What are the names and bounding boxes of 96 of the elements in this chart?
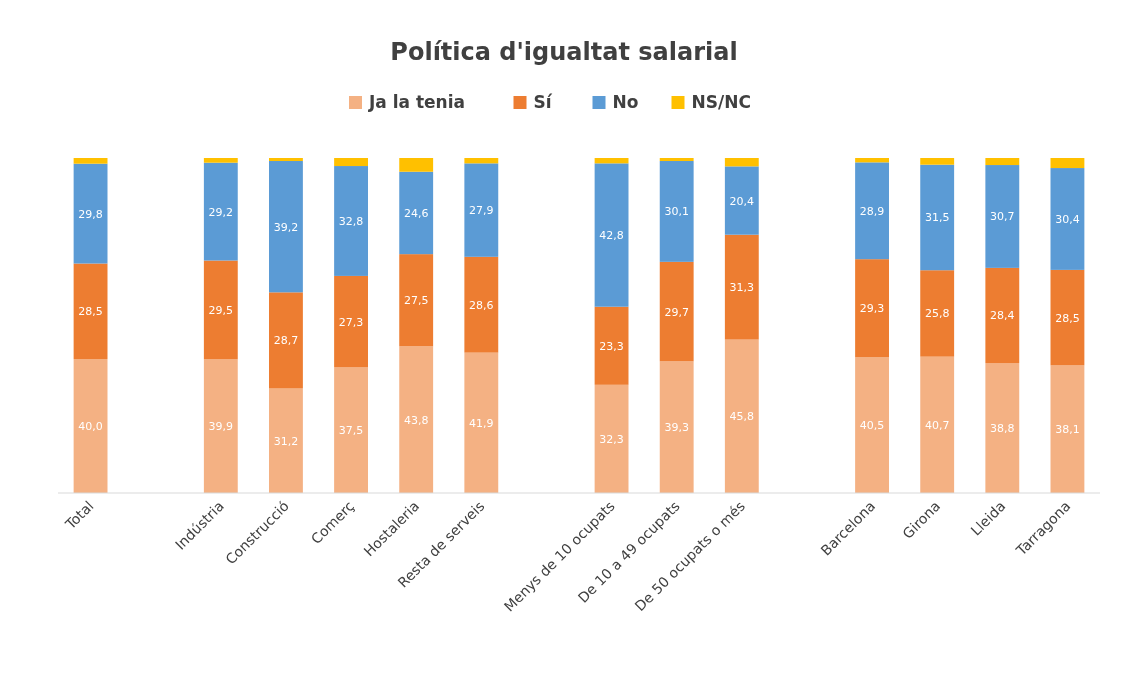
data-label: 29,2 (208, 205, 234, 219)
bar (399, 254, 434, 347)
data-label: 37,5 (338, 424, 364, 438)
data-label: 40,5 (859, 419, 885, 433)
bar (203, 260, 238, 360)
data-label: 28,5 (1055, 311, 1080, 325)
bar (269, 388, 303, 493)
bar (464, 163, 499, 257)
bar (659, 261, 694, 362)
data-label: 27,5 (403, 294, 429, 308)
data-label: 39,3 (664, 421, 689, 435)
legend-label: NS/NC (691, 92, 751, 112)
bar (920, 164, 955, 271)
bar (334, 158, 368, 167)
data-label: 29,8 (78, 207, 103, 221)
data-label: 32,3 (599, 432, 624, 446)
bar (985, 165, 1020, 268)
data-label: 30,7 (990, 210, 1015, 224)
legend-label: Sí (533, 92, 553, 112)
bar (334, 166, 368, 276)
bar (73, 263, 108, 359)
bar (203, 162, 238, 261)
bar (334, 275, 368, 368)
bar (724, 339, 759, 493)
bar (985, 158, 1020, 166)
bar (1050, 365, 1085, 493)
bar (399, 171, 434, 255)
bar (399, 346, 434, 493)
bar (659, 361, 694, 493)
data-label: 28,9 (859, 204, 885, 218)
data-label: 31,2 (273, 434, 299, 448)
bar (464, 352, 499, 493)
data-label: 38,1 (1055, 423, 1080, 437)
bar (464, 256, 499, 353)
bar (724, 166, 759, 235)
data-label: 28,5 (78, 305, 103, 319)
bar (985, 267, 1020, 364)
bar (1050, 158, 1085, 169)
bar (920, 270, 955, 357)
bar (73, 359, 108, 493)
bar (659, 158, 694, 162)
data-label: 39,2 (273, 220, 299, 234)
data-label: 40,7 (924, 418, 950, 432)
data-label: 45,8 (729, 410, 755, 424)
data-label: 29,7 (664, 305, 689, 319)
bar (855, 158, 889, 163)
bar (920, 356, 955, 493)
data-label: 24,6 (403, 206, 429, 220)
legend-label: Ja la tenia (368, 92, 465, 112)
data-label: 40,0 (78, 420, 103, 433)
bar (334, 367, 368, 493)
data-label: 39,9 (208, 420, 234, 434)
data-label: 43,8 (403, 413, 429, 427)
data-label: 42,8 (599, 229, 624, 243)
data-label: 32,8 (338, 214, 364, 228)
bar (399, 158, 434, 172)
data-label: 27,3 (338, 315, 364, 329)
bar (73, 163, 108, 264)
bar (594, 163, 629, 307)
data-label: 20,4 (729, 194, 755, 208)
chart-title: Política d'igualtat salarial (390, 38, 738, 66)
bar (269, 161, 303, 293)
bar (724, 158, 759, 167)
data-label: 27,9 (469, 204, 494, 218)
bar (659, 161, 694, 262)
bar (73, 158, 108, 164)
data-label: 28,7 (273, 334, 299, 348)
legend-label: No (612, 92, 639, 112)
data-label: 30,4 (1055, 212, 1080, 226)
data-label: 31,5 (924, 211, 950, 225)
bar (269, 292, 303, 389)
bar (920, 158, 955, 165)
bar (594, 306, 629, 385)
bar (594, 158, 629, 164)
data-label: 28,4 (990, 309, 1015, 323)
bar (1050, 269, 1085, 366)
bar (855, 357, 889, 493)
data-label: 25,8 (924, 307, 950, 321)
bar (203, 359, 238, 493)
data-label: 23,3 (599, 339, 624, 353)
bar (985, 363, 1020, 493)
data-label: 41,9 (469, 416, 494, 430)
data-label: 29,5 (208, 303, 234, 317)
data-label: 28,6 (469, 298, 494, 312)
bar (1050, 168, 1085, 270)
bar (855, 162, 889, 260)
bar (269, 158, 303, 162)
data-label: 29,3 (859, 302, 885, 316)
data-label: 31,3 (729, 281, 755, 295)
bar (594, 384, 629, 493)
bar (203, 158, 238, 163)
data-label: 38,8 (990, 422, 1015, 436)
data-label: 30,1 (664, 205, 689, 219)
bar (855, 259, 889, 358)
bar (464, 158, 499, 164)
bar (724, 234, 759, 340)
